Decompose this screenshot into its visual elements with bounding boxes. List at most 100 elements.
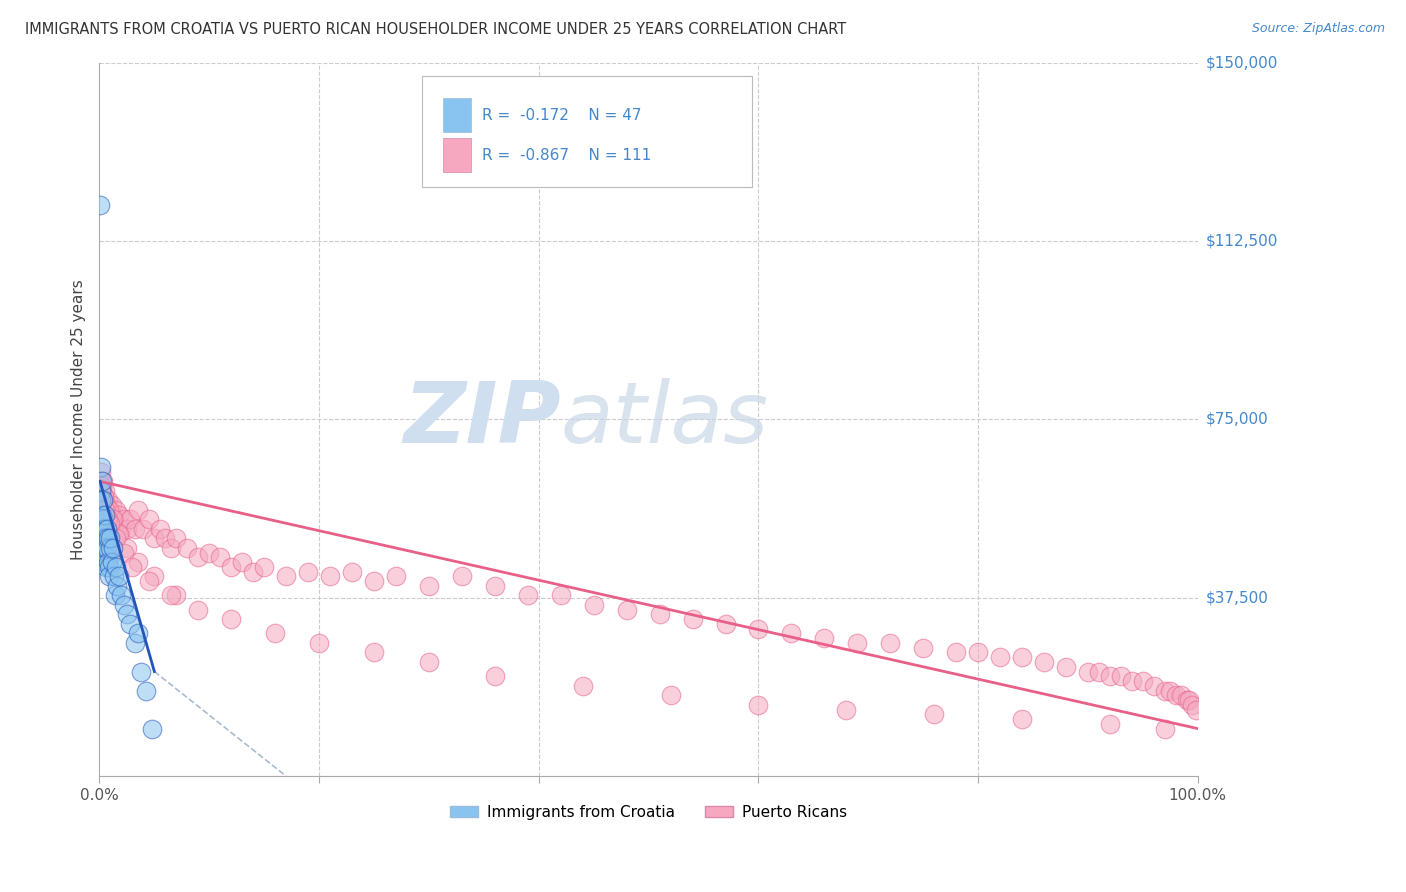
- Point: [1164, 688, 1187, 702]
- Point: [91, 522, 114, 536]
- Point: [93, 508, 115, 522]
- Point: [93, 555, 115, 569]
- Point: [94, 560, 117, 574]
- Point: [616, 602, 638, 616]
- Point: [91, 512, 114, 526]
- Point: [90, 493, 112, 508]
- Point: [308, 636, 330, 650]
- Point: [93, 541, 115, 555]
- Point: [143, 532, 166, 546]
- Point: [112, 598, 135, 612]
- Point: [94, 541, 117, 555]
- Point: [231, 555, 253, 569]
- Point: [418, 655, 440, 669]
- Point: [922, 707, 945, 722]
- Point: [1159, 683, 1181, 698]
- Point: [159, 589, 181, 603]
- Point: [1077, 665, 1099, 679]
- Point: [103, 512, 125, 526]
- Point: [90, 508, 112, 522]
- Point: [91, 493, 114, 508]
- Point: [159, 541, 181, 555]
- Point: [104, 532, 127, 546]
- Point: [813, 631, 835, 645]
- Text: $112,500: $112,500: [1206, 234, 1278, 249]
- Point: [94, 532, 117, 546]
- Point: [141, 722, 163, 736]
- Point: [89, 541, 111, 555]
- Point: [1184, 702, 1206, 716]
- Point: [97, 555, 120, 569]
- Point: [104, 503, 127, 517]
- Point: [110, 589, 132, 603]
- Point: [115, 607, 138, 622]
- Point: [100, 498, 122, 512]
- Point: [93, 522, 115, 536]
- Point: [219, 612, 242, 626]
- Point: [94, 483, 117, 498]
- Point: [1153, 683, 1175, 698]
- Point: [138, 574, 160, 589]
- Point: [780, 626, 803, 640]
- Point: [98, 541, 121, 555]
- Point: [582, 598, 605, 612]
- Point: [138, 512, 160, 526]
- Point: [135, 683, 157, 698]
- Point: [1011, 650, 1033, 665]
- Text: R =  -0.867    N = 111: R = -0.867 N = 111: [482, 148, 651, 162]
- Point: [121, 560, 143, 574]
- Point: [96, 522, 118, 536]
- Point: [91, 483, 114, 498]
- Point: [96, 541, 118, 555]
- Point: [1033, 655, 1056, 669]
- Text: $150,000: $150,000: [1206, 55, 1278, 70]
- Point: [91, 541, 114, 555]
- Point: [385, 569, 408, 583]
- Point: [127, 503, 149, 517]
- Point: [91, 493, 114, 508]
- Point: [94, 532, 117, 546]
- Point: [648, 607, 671, 622]
- Point: [571, 679, 593, 693]
- Point: [93, 493, 115, 508]
- Point: [104, 560, 127, 574]
- Point: [112, 512, 135, 526]
- Point: [1170, 688, 1192, 702]
- Point: [98, 503, 121, 517]
- Point: [120, 512, 142, 526]
- Point: [165, 532, 187, 546]
- Point: [104, 589, 127, 603]
- Point: [1178, 693, 1201, 707]
- Point: [176, 541, 198, 555]
- Point: [363, 574, 385, 589]
- Point: [90, 460, 112, 475]
- Point: [96, 503, 118, 517]
- Point: [187, 550, 209, 565]
- Point: [1153, 722, 1175, 736]
- Point: [1175, 693, 1198, 707]
- Point: [97, 493, 120, 508]
- Point: [132, 522, 155, 536]
- Point: [124, 636, 146, 650]
- Point: [100, 517, 122, 532]
- Point: [165, 589, 187, 603]
- Point: [516, 589, 538, 603]
- Point: [484, 579, 506, 593]
- Point: [127, 555, 149, 569]
- Text: ZIP: ZIP: [404, 378, 561, 461]
- Point: [747, 622, 769, 636]
- Text: atlas: atlas: [561, 378, 769, 461]
- Point: [319, 569, 342, 583]
- Point: [1054, 659, 1077, 673]
- Point: [418, 579, 440, 593]
- Point: [94, 550, 117, 565]
- Point: [988, 650, 1011, 665]
- Point: [91, 532, 114, 546]
- Point: [91, 475, 114, 489]
- Point: [90, 465, 112, 479]
- Point: [297, 565, 319, 579]
- Point: [1098, 669, 1121, 683]
- Point: [115, 541, 138, 555]
- Point: [1098, 716, 1121, 731]
- Text: $75,000: $75,000: [1206, 412, 1268, 427]
